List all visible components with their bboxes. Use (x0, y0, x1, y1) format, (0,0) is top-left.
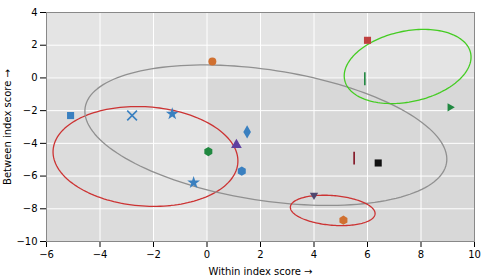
svg-text:2: 2 (31, 39, 37, 50)
svg-text:−6: −6 (39, 249, 54, 260)
svg-text:8: 8 (418, 249, 424, 260)
svg-text:0: 0 (204, 249, 210, 260)
svg-text:4: 4 (311, 249, 317, 260)
svg-text:−2: −2 (146, 249, 161, 260)
svg-text:2: 2 (257, 249, 263, 260)
svg-text:4: 4 (31, 7, 37, 18)
svg-text:10: 10 (468, 249, 481, 260)
svg-text:−10: −10 (16, 236, 37, 247)
svg-text:Between index score →: Between index score → (2, 69, 13, 185)
svg-text:−2: −2 (23, 105, 38, 116)
svg-text:−8: −8 (23, 203, 38, 214)
svg-text:Within index score →: Within index score → (209, 266, 313, 277)
svg-text:6: 6 (364, 249, 370, 260)
svg-text:−4: −4 (93, 249, 108, 260)
svg-text:0: 0 (31, 72, 37, 83)
svg-text:−6: −6 (23, 170, 38, 181)
svg-text:−4: −4 (23, 138, 38, 149)
